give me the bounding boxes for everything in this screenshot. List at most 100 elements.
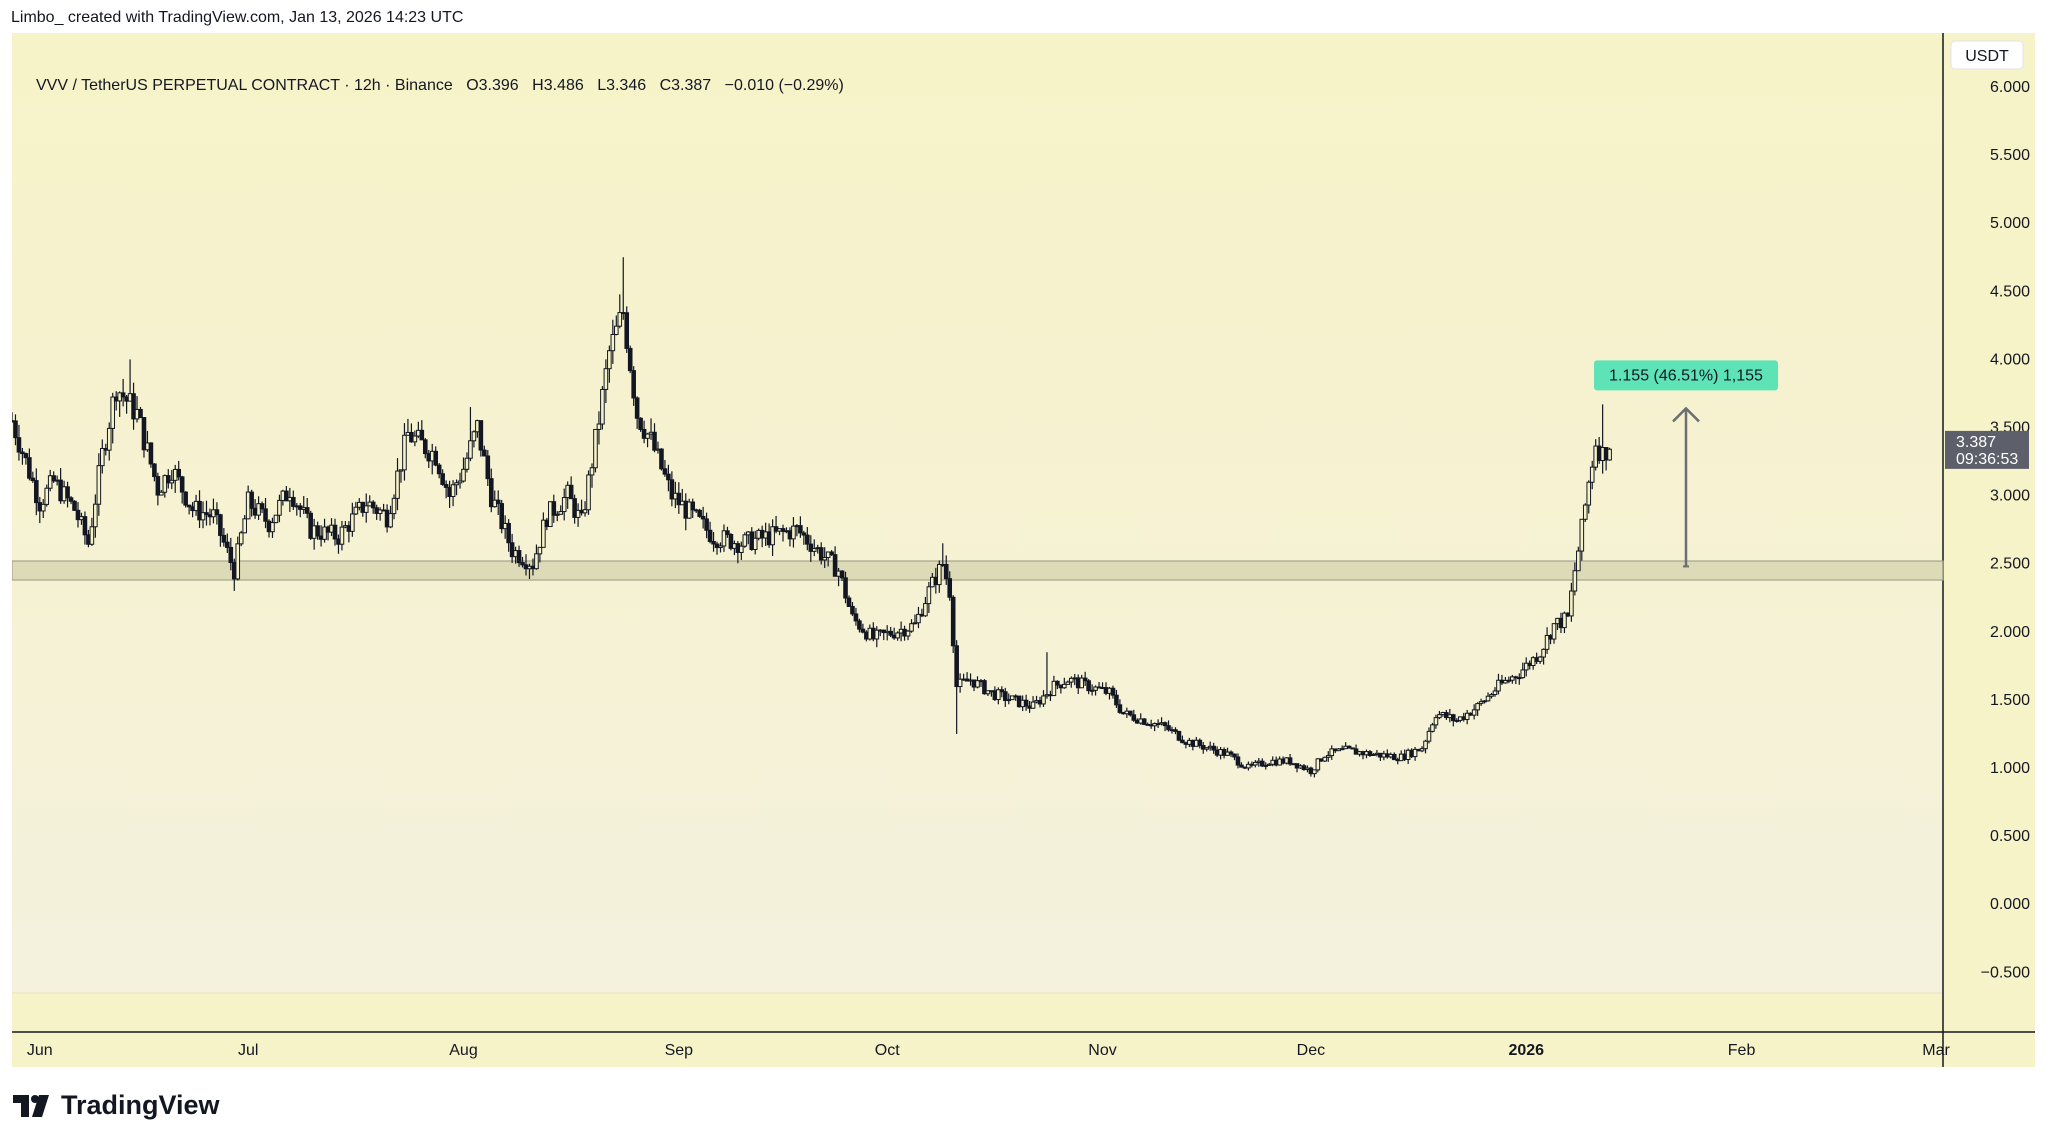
candle bbox=[461, 457, 466, 483]
candle-body bbox=[176, 468, 182, 478]
time-tick-label: Oct bbox=[875, 1042, 900, 1059]
ohlc-low: L3.346 bbox=[597, 77, 647, 94]
candle bbox=[1204, 747, 1210, 752]
chart-area[interactable]: 1.155 (46.51%) 1,155 USDT 6.000 5.500 5.000… bbox=[12, 33, 2035, 1067]
candle bbox=[197, 490, 202, 529]
candle bbox=[1253, 760, 1258, 768]
candle bbox=[1516, 673, 1522, 685]
candle bbox=[1176, 730, 1182, 742]
candle bbox=[363, 493, 369, 523]
support-zone[interactable] bbox=[12, 560, 1944, 581]
candle-body bbox=[846, 597, 852, 607]
candle bbox=[811, 539, 817, 557]
candle-body bbox=[669, 479, 675, 500]
candle-body bbox=[1426, 730, 1432, 742]
candle-body bbox=[631, 370, 636, 399]
candle bbox=[589, 463, 595, 488]
candle-body bbox=[34, 480, 39, 504]
candle-body bbox=[141, 417, 147, 451]
candle bbox=[801, 530, 807, 545]
candle-body bbox=[225, 541, 230, 548]
candle bbox=[950, 595, 956, 654]
symbol-title[interactable]: VVV / TetherUS PERPETUAL CONTRACT · 12h … bbox=[36, 77, 453, 94]
candle-body bbox=[457, 480, 463, 484]
candle-body bbox=[131, 393, 136, 420]
candle-body bbox=[1023, 699, 1029, 707]
candle bbox=[996, 687, 1001, 705]
candle-body bbox=[895, 632, 900, 639]
candle bbox=[614, 315, 619, 336]
candle bbox=[204, 500, 209, 526]
measure-arrow-head bbox=[1672, 406, 1700, 423]
candle-body bbox=[551, 501, 557, 516]
candle bbox=[721, 524, 727, 552]
candle-body bbox=[363, 505, 369, 513]
candle bbox=[607, 345, 612, 383]
candle bbox=[1065, 680, 1071, 685]
candle bbox=[982, 679, 987, 695]
candle-body bbox=[370, 501, 376, 509]
candle bbox=[395, 458, 400, 511]
candle-body bbox=[739, 545, 744, 553]
candle bbox=[1009, 695, 1015, 701]
candle-body bbox=[138, 408, 143, 419]
candle bbox=[666, 464, 671, 492]
candle bbox=[93, 494, 98, 538]
candle-body bbox=[350, 513, 355, 532]
candle bbox=[291, 490, 296, 510]
candle bbox=[1162, 721, 1168, 732]
candle-body bbox=[1228, 751, 1234, 755]
candle bbox=[596, 411, 602, 445]
candle-body bbox=[482, 449, 487, 457]
candle-body bbox=[1391, 753, 1397, 761]
candle bbox=[40, 499, 46, 518]
candle-body bbox=[916, 613, 921, 624]
candle-body bbox=[1089, 689, 1095, 692]
candle bbox=[957, 673, 963, 693]
candle-body bbox=[1322, 756, 1328, 762]
candle-body bbox=[770, 526, 775, 546]
candle bbox=[742, 532, 748, 548]
candle-body bbox=[197, 500, 202, 521]
candle bbox=[1128, 710, 1133, 717]
candle-body bbox=[1211, 745, 1216, 751]
candle-body bbox=[23, 453, 29, 459]
candle-body bbox=[1412, 748, 1418, 758]
time-tick-label: Jun bbox=[27, 1042, 53, 1059]
candle bbox=[554, 511, 560, 522]
candle bbox=[256, 496, 261, 521]
candle-body bbox=[165, 475, 171, 484]
candle-body bbox=[1471, 709, 1477, 716]
candle-body bbox=[614, 325, 619, 336]
candle bbox=[1246, 761, 1251, 771]
candle bbox=[1489, 692, 1494, 699]
candle-body bbox=[645, 433, 650, 439]
candle-body bbox=[186, 504, 192, 508]
candle bbox=[478, 420, 484, 457]
candle-body bbox=[1551, 623, 1557, 640]
candle bbox=[534, 544, 539, 570]
candle-body bbox=[478, 420, 484, 451]
candle-body bbox=[1419, 748, 1425, 752]
candle bbox=[495, 490, 501, 516]
measure-label-box[interactable] bbox=[1593, 360, 1778, 391]
candle bbox=[44, 484, 50, 507]
candle bbox=[561, 488, 567, 521]
currency-badge[interactable]: USDT bbox=[1950, 40, 2024, 70]
candle-body bbox=[200, 512, 206, 521]
candle-body bbox=[596, 423, 602, 430]
candle-body bbox=[398, 469, 404, 472]
candle-body bbox=[791, 525, 796, 540]
candle bbox=[1371, 753, 1376, 756]
price-chart[interactable]: 1.155 (46.51%) 1,155 USDT 6.000 5.500 5.000… bbox=[12, 33, 2035, 1067]
candle bbox=[1141, 718, 1147, 726]
candle-body bbox=[1287, 757, 1293, 765]
tradingview-logo[interactable]: TradingView bbox=[13, 1090, 220, 1121]
currency-label: USDT bbox=[1965, 48, 2009, 65]
candle bbox=[575, 503, 581, 527]
candle-body bbox=[1562, 612, 1567, 629]
price-tick-label: 3.000 bbox=[1990, 488, 2030, 505]
candle-body bbox=[624, 312, 630, 349]
candle-body bbox=[1572, 570, 1578, 592]
